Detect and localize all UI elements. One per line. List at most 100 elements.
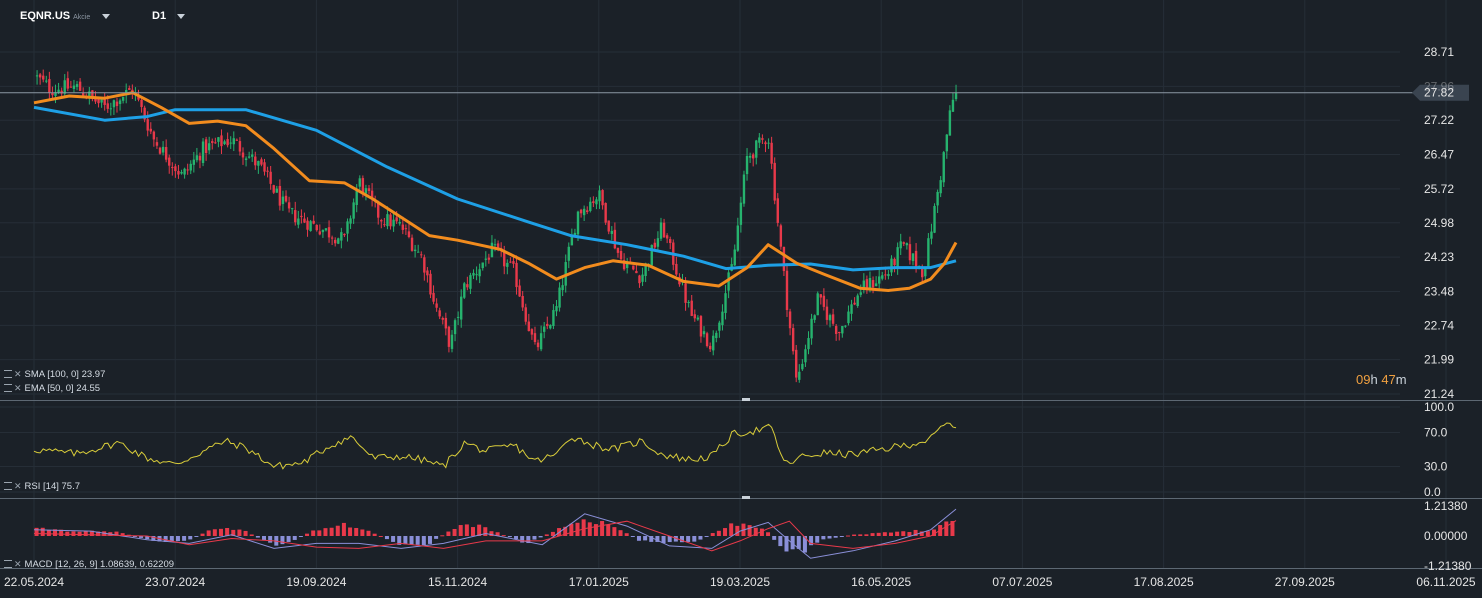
candle[interactable] — [579, 209, 583, 214]
candle[interactable] — [487, 257, 491, 260]
candle[interactable] — [552, 310, 555, 327]
candle[interactable] — [739, 202, 743, 225]
macd-histogram-bar[interactable] — [452, 529, 457, 536]
candle[interactable] — [251, 154, 254, 157]
candle[interactable] — [921, 267, 924, 278]
macd-histogram-bar[interactable] — [292, 536, 297, 540]
candle[interactable] — [798, 371, 801, 380]
candle[interactable] — [589, 201, 592, 211]
candle[interactable] — [429, 273, 432, 295]
candle[interactable] — [733, 249, 736, 266]
macd-histogram-bar[interactable] — [667, 536, 672, 543]
candle[interactable] — [905, 243, 909, 246]
candle[interactable] — [530, 329, 534, 335]
macd-histogram-bar[interactable] — [864, 534, 869, 536]
macd-histogram-bar[interactable] — [77, 531, 82, 536]
candle[interactable] — [281, 196, 285, 205]
macd-histogram-bar[interactable] — [809, 536, 814, 546]
candle[interactable] — [595, 199, 598, 205]
candle[interactable] — [942, 152, 945, 183]
macd-histogram-bar[interactable] — [716, 530, 721, 536]
candle[interactable] — [819, 294, 823, 298]
candle[interactable] — [383, 224, 386, 226]
candle[interactable] — [45, 80, 48, 82]
candle[interactable] — [309, 221, 312, 232]
macd-legend[interactable]: ✕ MACD [12, 26, 9] 1.08639, 0.62209 — [4, 559, 174, 570]
candle[interactable] — [450, 334, 454, 349]
candle[interactable] — [401, 224, 405, 230]
candle[interactable] — [444, 317, 448, 329]
candle[interactable] — [662, 222, 666, 238]
macd-histogram-bar[interactable] — [882, 532, 887, 536]
candle[interactable] — [35, 75, 39, 77]
candle[interactable] — [81, 92, 85, 96]
symbol-selector[interactable]: EQNR.US Akcie — [20, 10, 90, 22]
candle[interactable] — [460, 296, 463, 320]
candle[interactable] — [109, 108, 113, 110]
candle[interactable] — [936, 191, 939, 206]
macd-histogram-bar[interactable] — [815, 536, 820, 543]
candle[interactable] — [346, 221, 349, 234]
candle[interactable] — [370, 190, 374, 199]
macd-histogram-bar[interactable] — [624, 533, 629, 536]
macd-histogram-bar[interactable] — [827, 536, 832, 539]
macd-histogram-bar[interactable] — [403, 536, 408, 545]
candle[interactable] — [779, 225, 783, 247]
candle[interactable] — [410, 237, 414, 251]
macd-histogram-bar[interactable] — [71, 531, 76, 536]
candle[interactable] — [758, 137, 761, 143]
candle[interactable] — [856, 295, 859, 307]
candle[interactable] — [933, 205, 936, 233]
macd-histogram-bar[interactable] — [643, 536, 648, 541]
candle[interactable] — [718, 322, 721, 331]
candle[interactable] — [536, 342, 540, 348]
candle[interactable] — [164, 147, 168, 160]
candle[interactable] — [306, 220, 309, 230]
macd-histogram-bar[interactable] — [901, 531, 906, 536]
candle[interactable] — [380, 220, 383, 222]
candle[interactable] — [128, 88, 131, 90]
candle[interactable] — [690, 300, 693, 316]
candle[interactable] — [247, 156, 251, 158]
candle[interactable] — [333, 239, 337, 244]
candle[interactable] — [456, 316, 460, 318]
candle[interactable] — [527, 321, 531, 332]
macd-histogram-bar[interactable] — [679, 536, 684, 543]
candle[interactable] — [349, 218, 352, 224]
candle[interactable] — [684, 283, 687, 303]
candle[interactable] — [755, 140, 758, 158]
candle[interactable] — [924, 268, 927, 277]
candle[interactable] — [945, 134, 949, 152]
candle[interactable] — [340, 232, 343, 241]
macd-histogram-bar[interactable] — [89, 530, 94, 536]
close-icon[interactable]: ✕ — [14, 481, 22, 491]
candle[interactable] — [60, 90, 63, 94]
candle[interactable] — [816, 293, 819, 316]
macd-histogram-bar[interactable] — [132, 536, 137, 537]
candle[interactable] — [708, 345, 712, 350]
candle[interactable] — [893, 258, 896, 266]
macd-histogram-bar[interactable] — [225, 527, 230, 536]
candle[interactable] — [890, 258, 893, 273]
candle[interactable] — [567, 246, 570, 261]
candle[interactable] — [297, 218, 300, 225]
candle[interactable] — [782, 246, 786, 272]
candle[interactable] — [542, 326, 546, 332]
macd-histogram-bar[interactable] — [759, 528, 764, 536]
candle[interactable] — [764, 142, 767, 145]
macd-histogram-bar[interactable] — [636, 536, 641, 541]
candle[interactable] — [622, 260, 626, 270]
macd-histogram-bar[interactable] — [384, 536, 389, 540]
candle[interactable] — [908, 244, 912, 261]
candle[interactable] — [573, 232, 577, 237]
candle[interactable] — [358, 178, 361, 187]
candle[interactable] — [693, 314, 696, 319]
candle[interactable] — [653, 242, 657, 248]
candle[interactable] — [524, 307, 527, 322]
candle[interactable] — [364, 188, 368, 194]
macd-histogram-bar[interactable] — [231, 529, 236, 536]
candle[interactable] — [705, 333, 709, 347]
macd-histogram-bar[interactable] — [446, 531, 451, 536]
macd-histogram-bar[interactable] — [212, 529, 217, 536]
